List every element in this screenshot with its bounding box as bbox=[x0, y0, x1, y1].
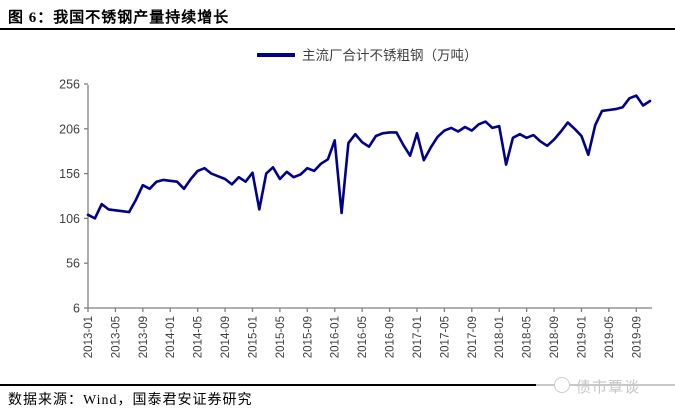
watermark-line bbox=[536, 384, 675, 386]
legend-line-icon bbox=[257, 52, 295, 57]
watermark-label: 债市覃谈 bbox=[576, 379, 641, 396]
svg-text:2018-05: 2018-05 bbox=[522, 316, 534, 358]
svg-text:2016-01: 2016-01 bbox=[330, 316, 342, 358]
legend-label: 主流厂合计不锈粗钢（万吨） bbox=[302, 48, 478, 63]
svg-text:2015-09: 2015-09 bbox=[302, 316, 314, 358]
svg-text:2019-01: 2019-01 bbox=[576, 316, 588, 358]
svg-text:2013-09: 2013-09 bbox=[138, 316, 150, 358]
chart-legend: 主流厂合计不锈粗钢（万吨） bbox=[257, 44, 478, 64]
svg-text:2014-05: 2014-05 bbox=[193, 316, 205, 358]
title-divider bbox=[0, 28, 675, 30]
svg-text:2017-01: 2017-01 bbox=[412, 316, 424, 358]
watermark: 债市覃谈 bbox=[536, 376, 675, 396]
svg-text:2016-09: 2016-09 bbox=[385, 316, 397, 358]
watermark-logo-icon bbox=[554, 377, 570, 393]
svg-text:56: 56 bbox=[66, 257, 80, 271]
svg-text:2017-05: 2017-05 bbox=[439, 316, 451, 358]
svg-text:2019-05: 2019-05 bbox=[604, 316, 616, 358]
svg-text:6: 6 bbox=[73, 302, 80, 316]
svg-text:106: 106 bbox=[59, 212, 80, 226]
footer-divider bbox=[0, 384, 542, 386]
svg-text:2013-05: 2013-05 bbox=[110, 316, 122, 358]
svg-text:2016-05: 2016-05 bbox=[357, 316, 369, 358]
svg-text:256: 256 bbox=[59, 78, 80, 92]
svg-text:206: 206 bbox=[59, 122, 80, 136]
svg-text:2019-09: 2019-09 bbox=[631, 316, 643, 358]
svg-text:2013-01: 2013-01 bbox=[83, 316, 95, 358]
svg-text:2017-09: 2017-09 bbox=[467, 316, 479, 358]
svg-text:156: 156 bbox=[59, 167, 80, 181]
svg-text:2018-01: 2018-01 bbox=[494, 316, 506, 358]
svg-text:2015-01: 2015-01 bbox=[247, 316, 259, 358]
svg-text:2018-09: 2018-09 bbox=[549, 316, 561, 358]
svg-text:2014-09: 2014-09 bbox=[220, 316, 232, 358]
data-source-note: 数据来源：Wind，国泰君安证券研究 bbox=[8, 393, 253, 408]
svg-text:2014-01: 2014-01 bbox=[165, 316, 177, 358]
svg-text:2015-05: 2015-05 bbox=[275, 316, 287, 358]
figure-title: 图 6：我国不锈钢产量持续增长 bbox=[8, 10, 230, 26]
